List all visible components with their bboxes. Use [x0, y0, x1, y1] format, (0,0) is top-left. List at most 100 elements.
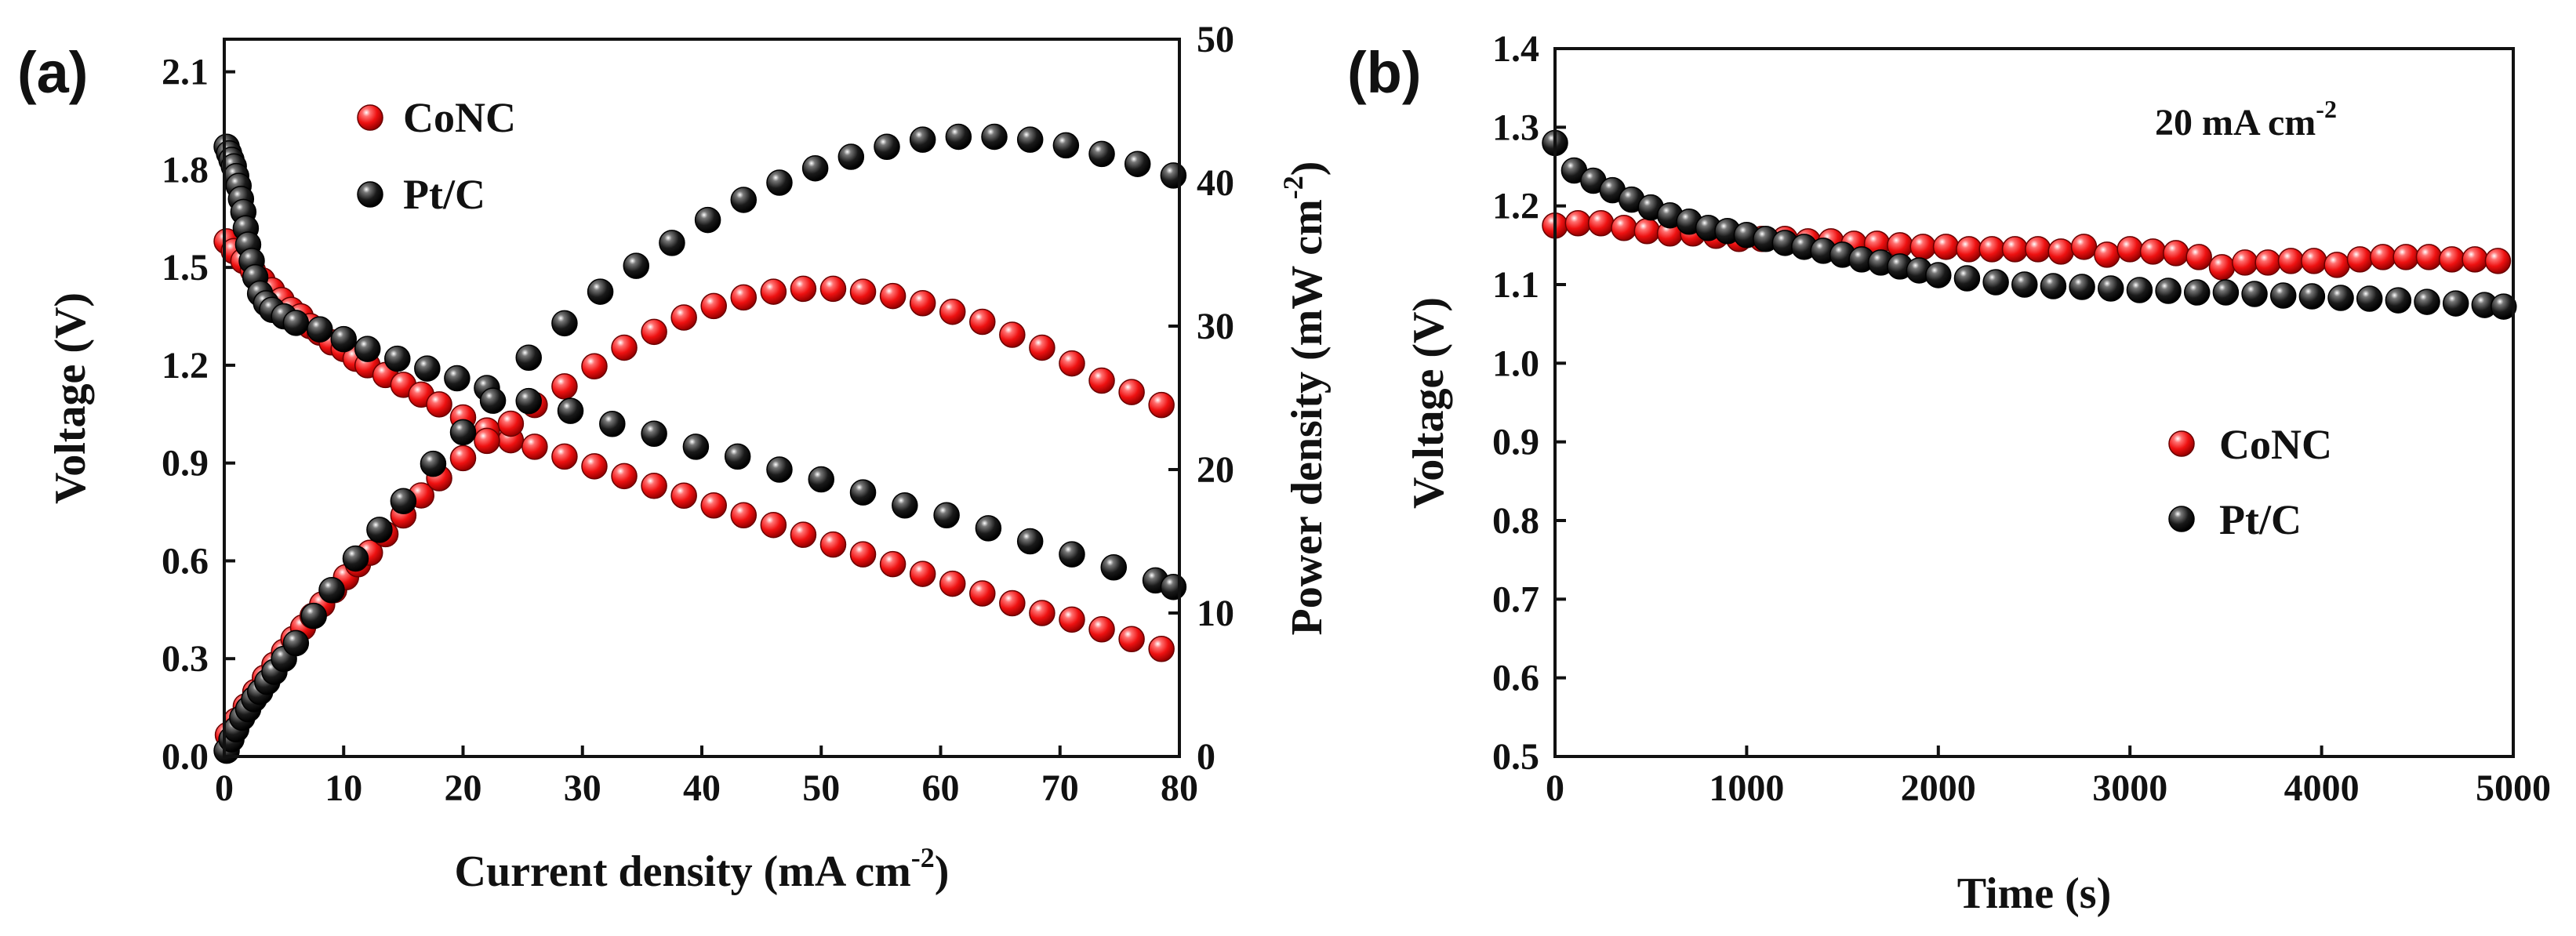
chart-a-point	[945, 123, 972, 151]
chart-a-point	[623, 252, 650, 279]
chart-a-point	[641, 420, 667, 447]
chart-a-xtick-label: 20	[445, 767, 482, 809]
panel-label-a: (a)	[17, 40, 88, 105]
chart-a-ytick-left-label: 0.6	[162, 540, 209, 582]
chart-a-xtick-label: 30	[564, 767, 601, 809]
chart-b-annotation: 20 mA cm-2	[2155, 95, 2337, 143]
chart-b-point	[1953, 265, 1981, 292]
chart-b-point	[1611, 215, 1637, 241]
chart-a-point	[1148, 391, 1175, 419]
chart-b-point	[2070, 234, 2098, 260]
chart-a-point	[557, 397, 584, 424]
chart-b-point	[1925, 262, 1952, 288]
chart-a-point	[384, 345, 411, 372]
chart-a-ytick-left-label: 0.9	[162, 443, 209, 484]
chart-a-ylabel-right-sup: -2	[1277, 176, 1309, 199]
chart-a-tick-labels: 0 10 20 30 40 50 60 70 80 0.0 0.3 0.6 0.9 1.2 1.5 1.8 2.…	[162, 19, 1234, 809]
chart-a-point	[307, 316, 333, 343]
chart-a-ytick-right-label: 10	[1197, 593, 1234, 634]
chart-a-point	[474, 427, 500, 455]
chart-a-ytick-left-label: 2.1	[162, 52, 209, 93]
chart-a-point	[599, 411, 626, 437]
chart-a-xtick-label: 50	[802, 767, 840, 809]
chart-b-point	[2439, 246, 2465, 273]
chart-a-point	[1088, 367, 1115, 394]
chart-b-point	[2126, 277, 2153, 303]
chart-a-point	[999, 321, 1026, 348]
chart-a-ytick-right-label: 0	[1197, 736, 1215, 778]
chart-b-xtick-label: 0	[1546, 767, 1564, 809]
legend-b-label-conc: CoNC	[2219, 421, 2332, 468]
chart-b-tick-labels: 0 1000 2000 3000 4000 5000 0.5 0.6 0.7 0.8 0.9 1.0 1…	[1492, 28, 2551, 809]
chart-a-point	[700, 492, 727, 519]
chart-b-xtick-label: 4000	[2284, 767, 2360, 809]
chart-b-point	[1956, 236, 1982, 263]
legend-b-label-ptc: Pt/C	[2219, 496, 2302, 543]
chart-b-point	[2415, 244, 2443, 270]
chart-a-ytick-left-label: 1.2	[162, 345, 209, 386]
chart-b-point	[2232, 249, 2258, 276]
chart-b-ylabel: Voltage (V)	[1404, 297, 1453, 509]
chart-a-point	[909, 561, 936, 587]
chart-a-ylabel-right-close: )	[1283, 161, 1332, 176]
chart-a-point	[694, 206, 721, 234]
chart-b-point	[2040, 273, 2067, 299]
chart-b-point	[2442, 290, 2469, 317]
chart-b-xtick-label: 2000	[1901, 767, 1976, 809]
chart-a-plot-frame	[223, 38, 1181, 758]
chart-a-point	[1160, 162, 1187, 189]
chart-a-point	[659, 230, 685, 256]
chart-a-point	[581, 453, 608, 480]
chart-a-ytick-left-label: 1.8	[162, 149, 209, 190]
chart-a-point	[981, 123, 1008, 151]
chart-b-point	[2414, 288, 2440, 315]
chart-b-point	[2393, 244, 2419, 270]
chart-b-ytick-label: 0.7	[1492, 579, 1539, 620]
chart-a-xlabel-text: Current density (mA cm	[455, 847, 911, 896]
chart-b-ytick-label: 1.0	[1492, 343, 1539, 384]
chart-b-point	[1978, 236, 2005, 263]
chart-a-point	[874, 133, 900, 160]
chart-b-plot-frame	[1553, 47, 2515, 758]
chart-a-point	[969, 308, 996, 336]
chart-a-point	[449, 419, 477, 446]
legend-b-marker-conc	[2168, 430, 2195, 457]
chart-a-point	[837, 143, 865, 170]
legend-a-label-ptc: Pt/C	[403, 171, 485, 218]
chart-a-point	[766, 456, 793, 483]
chart-b-point	[2212, 279, 2240, 306]
chart-a-xtick-label: 40	[683, 767, 721, 809]
chart-b-annotation-text: 20 mA cm	[2155, 102, 2316, 143]
chart-b-ytick-label: 0.9	[1492, 422, 1539, 463]
chart-b-series-pt-c	[1542, 129, 2517, 320]
chart-b-point	[2241, 281, 2268, 307]
chart-a-point	[939, 570, 966, 597]
chart-a-point	[790, 275, 817, 303]
chart-a-point	[670, 304, 697, 331]
chart-b-point	[2462, 246, 2488, 273]
chart-a-point	[879, 550, 907, 578]
chart-a-point	[318, 576, 345, 604]
chart-a-legend: CoNC Pt/C	[357, 94, 516, 218]
chart-b-point	[2254, 249, 2281, 276]
chart-a-xtick-label: 60	[922, 767, 960, 809]
chart-b-point	[2183, 279, 2211, 306]
chart-b-point	[2484, 248, 2512, 274]
chart-a-point	[587, 278, 614, 305]
chart-a-point	[730, 502, 758, 528]
chart-a-point	[933, 502, 960, 528]
chart-a-point	[1118, 379, 1145, 405]
chart-a-point	[819, 531, 847, 558]
chart-a-point	[444, 365, 471, 392]
chart-a-point	[808, 466, 834, 493]
chart-a-point	[282, 629, 310, 657]
chart-a-xlabel-close: )	[935, 847, 950, 896]
legend-a-label-conc: CoNC	[403, 94, 516, 141]
chart-a-point	[479, 387, 507, 414]
chart-a-point	[999, 590, 1026, 617]
chart-a-point	[1016, 126, 1044, 153]
chart-a-point	[819, 275, 847, 303]
chart-a-xtick-label: 10	[325, 767, 362, 809]
chart-a-point	[879, 282, 907, 310]
